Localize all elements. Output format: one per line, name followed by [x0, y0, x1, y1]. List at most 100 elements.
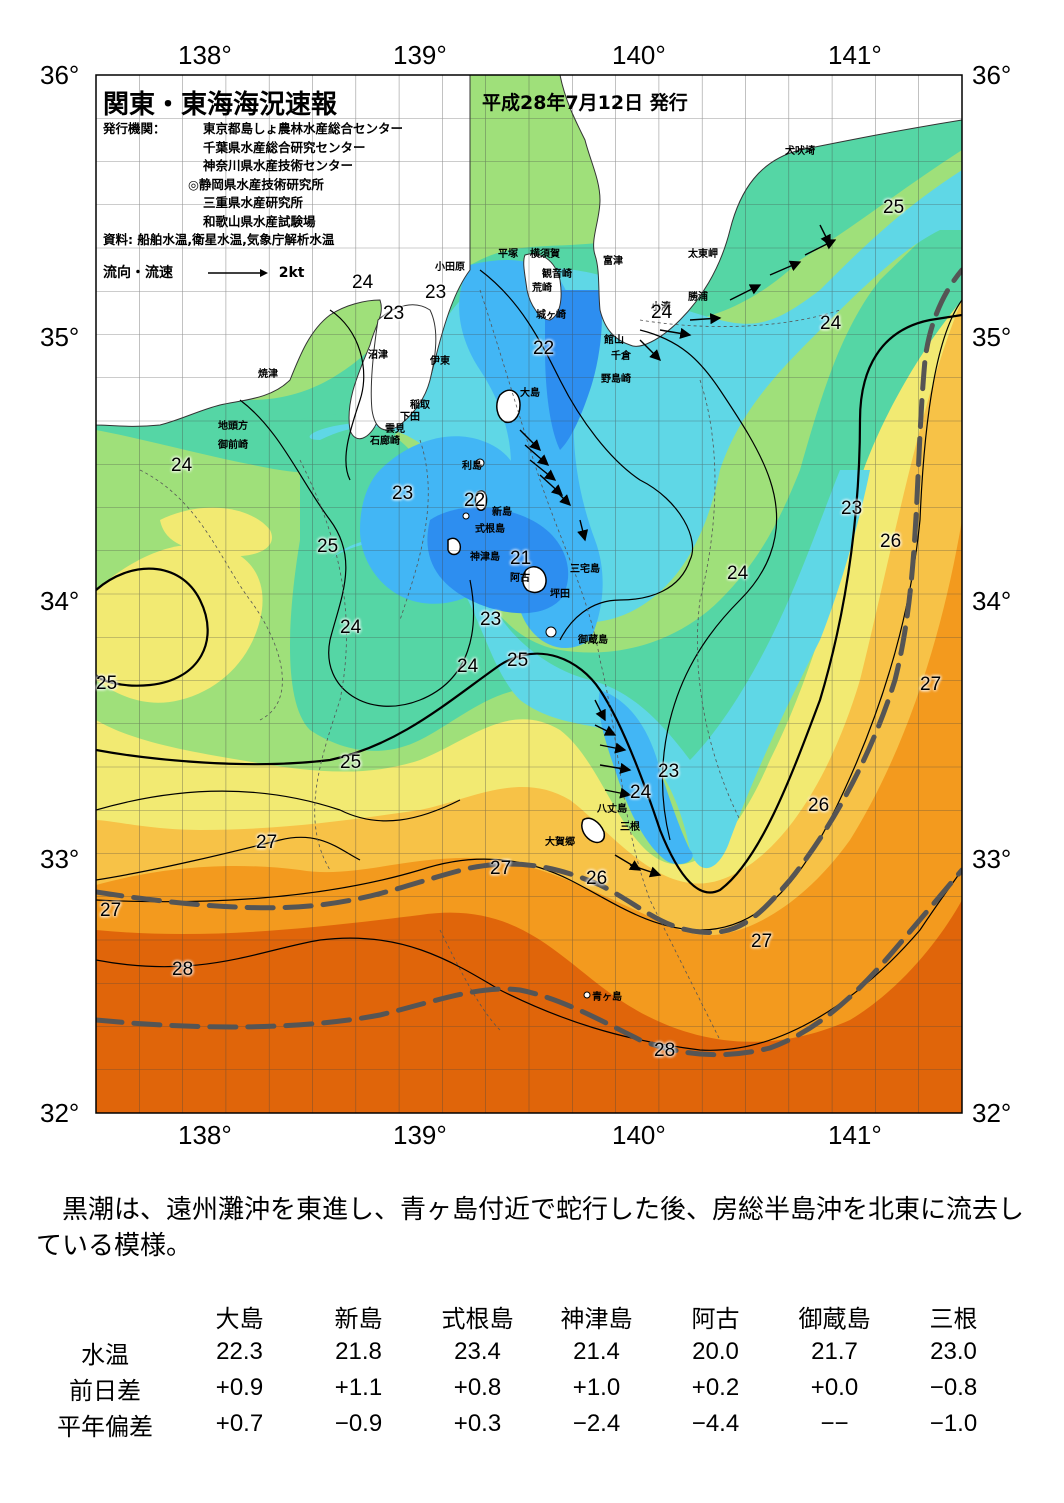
isotherm-label: 24	[630, 782, 652, 803]
row-label: 水温	[81, 1340, 129, 1369]
table-cell: +0.3	[453, 1410, 502, 1437]
isotherm-label: 24	[727, 563, 749, 584]
column-header: 三根	[929, 1304, 978, 1333]
table-cell: +0.2	[691, 1374, 740, 1401]
place-taitozaki: 太東岬	[688, 249, 718, 260]
agency-3: 神奈川県水産技術センター	[203, 158, 354, 173]
station-temperature-table: 大島 新島 式根島 神津島 阿古 御蔵島 三根 水温 22.3 21.8 23.…	[30, 1298, 1040, 1442]
land-izu	[370, 304, 437, 431]
place-jitogata: 地頭方	[218, 421, 248, 432]
lat-lon-grid	[96, 75, 962, 1113]
table-row-water-temp: 水温 22.3 21.8 23.4 21.4 20.0 21.7 23.0	[30, 1334, 1040, 1370]
isotherm-label: 22	[464, 490, 486, 511]
table-cell: −4.4	[691, 1410, 740, 1437]
isotherm-label: 27	[256, 832, 278, 853]
place-niijima: 新島	[492, 507, 512, 518]
agency-5: 三重県水産研究所	[203, 195, 304, 210]
lat-label-35-right: 35°	[972, 322, 1012, 352]
isotherm-label: 25	[96, 673, 118, 694]
place-tsubota: 坪田	[550, 589, 570, 600]
sea-21-zone-bay	[545, 290, 602, 450]
place-mine: 三根	[620, 822, 640, 833]
place-aogashima: 青ヶ島	[592, 992, 622, 1003]
isotherm-label: 24	[820, 313, 842, 334]
place-numazu: 沼津	[368, 350, 388, 361]
table-cell: 21.7	[811, 1338, 858, 1365]
lon-label-141-bottom: 141°	[828, 1120, 882, 1150]
place-araki: 荒崎	[532, 283, 552, 294]
table-cell: −−	[820, 1410, 849, 1437]
isotherm-label: 25	[507, 650, 529, 671]
oshima-island	[496, 389, 521, 424]
place-irozaki: 石廊崎	[370, 436, 400, 447]
isotherm-label: 23	[383, 303, 405, 324]
place-kozushima: 神津島	[470, 552, 500, 563]
kozushima-island	[447, 537, 462, 556]
place-shimoda: 下田	[400, 412, 420, 423]
table-cell: +0.0	[810, 1374, 859, 1401]
place-kannonzaki: 観音崎	[542, 269, 572, 280]
legend-arrow-icon	[207, 269, 268, 277]
miyakejima-island	[522, 566, 547, 594]
map-title: 関東・東海海況速報	[103, 90, 338, 120]
isotherm-lines	[96, 269, 962, 1051]
lon-label-140-top: 140°	[612, 40, 666, 70]
sea-west-25-pocket	[96, 544, 263, 703]
lat-label-32-right: 32°	[972, 1098, 1012, 1128]
table-cell: +0.8	[453, 1374, 502, 1401]
agency-6: 和歌山県水産試験場	[203, 213, 316, 229]
isotherm-label: 25	[883, 197, 905, 218]
place-yokosuka: 横須賀	[530, 249, 560, 260]
isotherm-label: 25	[317, 536, 339, 557]
lat-label-36-left: 36°	[40, 60, 80, 90]
lon-label-139-bottom: 139°	[393, 1120, 447, 1150]
isotherm-label: 27	[100, 900, 122, 921]
shikinejima-island	[462, 512, 470, 520]
place-hiratsuka: 平塚	[498, 249, 518, 260]
data-sources: 資料: 船舶水温,衛星水温,気象庁解析水温	[103, 232, 335, 247]
map-frame	[95, 74, 963, 1114]
place-miyakejima: 三宅島	[570, 564, 600, 575]
isotherm-label: 26	[880, 531, 902, 552]
place-kominato: 小湊	[651, 302, 671, 313]
issue-date: 平成28年7月12日 発行	[482, 92, 688, 114]
agency-1: 東京都島しょ農林水産総合センター	[203, 121, 404, 136]
depth-contours	[139, 289, 841, 1041]
isotherm-label: 24	[457, 656, 479, 677]
table-cell: +1.1	[334, 1374, 383, 1401]
isotherm-label: 21	[510, 548, 532, 569]
legend-label: 流向・流速	[103, 265, 173, 281]
lat-label-34-left: 34°	[40, 586, 80, 616]
agency-2: 千葉県水産総合研究センター	[203, 139, 366, 155]
isotherm-label: 26	[808, 795, 830, 816]
isotherm-label: 27	[490, 858, 512, 879]
place-shikinejima: 式根島	[475, 524, 505, 535]
mikurajima-island	[545, 626, 557, 638]
agency-4: ◎静岡県水産技術研究所	[188, 176, 324, 192]
lat-label-33-right: 33°	[972, 844, 1012, 874]
column-header: 神津島	[560, 1304, 633, 1333]
isotherm-label: 24	[340, 617, 362, 638]
kuroshio-axis	[96, 267, 962, 1058]
isotherm-label: 24	[352, 272, 374, 293]
place-ako: 阿古	[510, 573, 530, 584]
table-header-row: 大島 新島 式根島 神津島 阿古 御蔵島 三根	[30, 1298, 1040, 1334]
sea-temperature-map: 138° 139° 140° 141° 138° 139° 140° 141° …	[40, 40, 1012, 1150]
map-svg	[95, 74, 963, 1114]
row-label: 前日差	[69, 1376, 141, 1405]
lon-label-138-bottom: 138°	[178, 1120, 232, 1150]
place-katsuura: 勝浦	[688, 292, 708, 303]
lon-label-141-top: 141°	[828, 40, 882, 70]
place-inatori: 稲取	[410, 400, 430, 411]
place-ito: 伊東	[430, 356, 450, 367]
table-cell: 23.4	[454, 1338, 501, 1365]
table-cell: 21.4	[573, 1338, 620, 1365]
place-yaizu: 焼津	[258, 369, 278, 380]
row-label: 平年偏差	[57, 1412, 153, 1441]
isotherm-label: 23	[480, 609, 502, 630]
isotherm-label: 23	[392, 483, 414, 504]
place-chikura: 千倉	[611, 351, 631, 362]
isotherm-label: 28	[172, 959, 194, 980]
isotherm-label: 26	[586, 868, 608, 889]
table-cell: +0.9	[215, 1374, 264, 1401]
